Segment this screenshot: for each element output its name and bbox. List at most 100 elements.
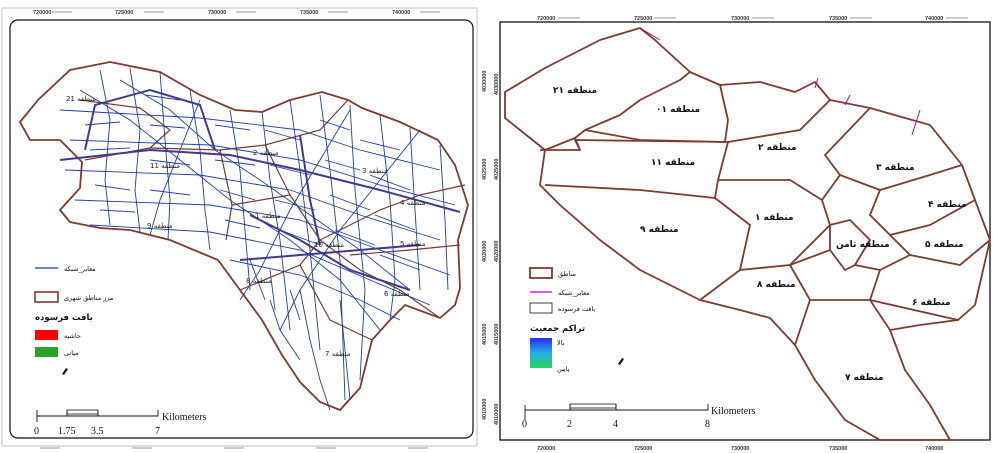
right-scale-tick: 4 xyxy=(613,419,618,430)
right-network xyxy=(639,27,921,136)
right-region-label: منطقه ۱۱ xyxy=(651,158,695,168)
left-region-label: منطقه 1 xyxy=(255,212,281,220)
left-region-label: منطقه 7 xyxy=(325,350,351,358)
density-gradient xyxy=(530,338,552,368)
right-region-label: منطقه ۱ xyxy=(755,213,794,223)
right-x-tick: 735000 xyxy=(829,16,847,22)
fringe-swatch xyxy=(35,330,58,340)
right-north-arrow-icon xyxy=(618,358,624,365)
right-x-tick: 730000 xyxy=(731,16,749,22)
right-scale-tick: 2 xyxy=(567,419,572,430)
right-x-tick-bottom: 740000 xyxy=(925,446,943,452)
left-major-roads xyxy=(59,88,461,291)
right-y-tick: 4025000 xyxy=(494,159,500,180)
left-scale-tick: 7 xyxy=(155,426,160,437)
right-region-label: منطقه ۷ xyxy=(845,373,884,383)
right-y-tick: 4020000 xyxy=(494,241,500,262)
left-map-frame xyxy=(9,19,474,439)
left-region-label: منطقه 6 xyxy=(384,290,410,298)
legend-density-title: تراکم جمعیت xyxy=(530,324,585,334)
left-region-label: منطقه 11 xyxy=(150,162,180,170)
left-region-label: منطقه 2 xyxy=(253,149,279,157)
right-region-labels: منطقه ۲۱ منطقه ۰۱ منطقه ۱۱ منطقه ۲ منطقه… xyxy=(553,86,967,383)
left-y-tick: 4030000 xyxy=(482,71,488,92)
regions-swatch xyxy=(529,267,553,279)
right-region-label: منطقه ۴ xyxy=(928,200,967,210)
left-scale-tick: 1.75 xyxy=(58,426,76,437)
right-y-ticks: 4030000 4025000 4020000 4015000 4010000 xyxy=(494,74,500,425)
left-x-tick: 740000 xyxy=(392,10,410,16)
left-x-tick: 720000 xyxy=(33,10,51,16)
left-region-label: منطقه 9 xyxy=(147,222,173,230)
right-region-label: منطقه ۰۱ xyxy=(656,105,700,115)
right-x-tick-bottom: 725000 xyxy=(634,446,652,452)
right-region-label: منطقه ۶ xyxy=(912,298,951,308)
legend-fabric-title: بافت فرسوده xyxy=(35,313,93,323)
legend-fringe-label: حاشیه xyxy=(64,332,81,340)
right-y-tick: 4010000 xyxy=(494,404,500,425)
left-x-tick: 725000 xyxy=(115,10,133,16)
right-legend: مناطق معابر_شبکه بافت فرسوده تراکم جمعیت… xyxy=(529,267,624,373)
legend-middle-label: میانی xyxy=(64,349,79,357)
legend-density-high: بالا xyxy=(557,339,565,347)
left-map: 720000 725000 730000 735000 740000 40300… xyxy=(1,7,488,449)
left-y-tick: 4025000 xyxy=(482,159,488,180)
right-scale-tick: 0 xyxy=(522,419,527,430)
legend-network-label: معابر_شبکه xyxy=(64,265,96,273)
right-x-tick: 725000 xyxy=(634,16,652,22)
right-y-tick: 4015000 xyxy=(494,324,500,345)
right-scale-tick: 8 xyxy=(705,419,710,430)
left-region-label: منطقه 5 xyxy=(400,240,426,248)
left-x-tick: 730000 xyxy=(208,10,226,16)
right-x-ticks-top: 720000 725000 730000 735000 740000 xyxy=(537,16,968,22)
left-map-outer-frame xyxy=(1,7,478,447)
left-city-boundary xyxy=(18,61,469,412)
right-map-frame xyxy=(499,21,991,441)
right-region-label: منطقه ۳ xyxy=(876,163,915,173)
right-region-label: منطقه ۹ xyxy=(640,225,679,235)
left-x-tick: 735000 xyxy=(300,10,318,16)
left-legend: معابر_شبکه مرز مناطق شهری بافت فرسوده حا… xyxy=(34,265,113,375)
legend-regions-label: مناطق xyxy=(558,270,576,278)
north-arrow-icon xyxy=(62,368,68,375)
right-region-label: منطقه ۵ xyxy=(925,240,964,250)
left-region-label: منطقه 10 xyxy=(314,241,344,249)
left-scale-tick: 0 xyxy=(34,426,39,437)
right-x-tick-bottom: 720000 xyxy=(537,446,555,452)
right-scale-unit: Kilometers xyxy=(711,406,756,417)
right-scale-bar: Kilometers 0 2 4 8 xyxy=(522,403,756,430)
left-y-tick: 4010000 xyxy=(482,399,488,420)
left-x-ticks-top: 720000 725000 730000 735000 740000 xyxy=(33,10,440,16)
right-regions xyxy=(504,27,991,441)
legend-fabric-label: بافت فرسوده xyxy=(558,305,595,313)
right-x-tick: 740000 xyxy=(925,16,943,22)
legend-right-network-label: معابر_شبکه xyxy=(558,289,590,297)
left-street-network xyxy=(59,67,456,411)
left-region-label: منطقه 4 xyxy=(400,199,426,207)
legend-density-low: پایین xyxy=(557,365,570,373)
left-region-label: منطقه 21 xyxy=(66,95,96,103)
right-x-tick: 720000 xyxy=(537,16,555,22)
left-region-label: منطقه 8 xyxy=(246,277,272,285)
left-region-label: منطقه 3 xyxy=(362,167,388,175)
right-region-label: منطقه ۲ xyxy=(758,143,797,153)
right-region-label: منطقه ثامن xyxy=(836,240,890,250)
right-x-tick-bottom: 735000 xyxy=(829,446,847,452)
fabric-swatch xyxy=(529,302,553,314)
left-region-labels: منطقه 1 منطقه 2 منطقه 3 منطقه 4 منطقه 5 … xyxy=(66,95,426,358)
left-scale-unit: Kilometers xyxy=(162,412,207,423)
right-y-tick: 4030000 xyxy=(494,74,500,95)
left-region-boundaries xyxy=(79,99,466,341)
boundary-swatch xyxy=(34,291,59,303)
middle-swatch xyxy=(35,347,58,357)
right-region-label: منطقه ۲۱ xyxy=(553,86,597,96)
left-scale-tick: 3.5 xyxy=(91,426,104,437)
right-map: 720000 725000 730000 735000 740000 72000… xyxy=(494,16,991,452)
right-x-ticks-bottom: 720000 725000 730000 735000 740000 xyxy=(537,446,943,452)
right-region-label: منطقه ۸ xyxy=(757,280,796,290)
right-x-tick-bottom: 730000 xyxy=(731,446,749,452)
left-y-tick: 4020000 xyxy=(482,241,488,262)
left-y-tick: 4015000 xyxy=(482,324,488,345)
legend-boundary-label: مرز مناطق شهری xyxy=(64,294,113,302)
